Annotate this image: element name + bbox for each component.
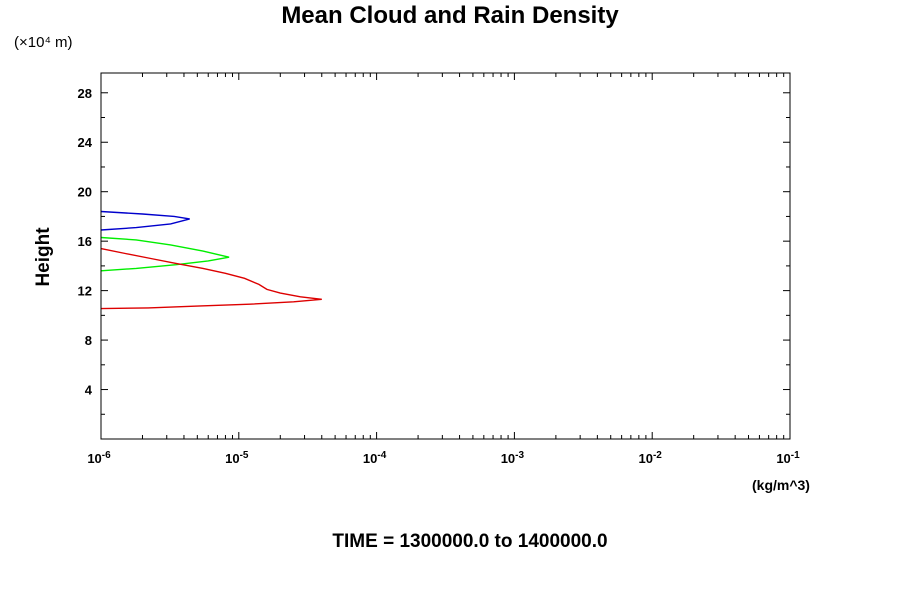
y-axis-scale-label: (×10⁴ m) [14,34,73,51]
y-tick-label: 12 [78,284,92,299]
x-tick-label: 10-5 [225,450,249,466]
series-layer [100,210,322,310]
y-axis-label: Height [33,227,54,287]
x-tick-label: 10-2 [639,450,663,466]
x-axis-unit-label: (kg/m^3) [752,477,810,493]
x-axis-ticks: 10-6 10-5 10-4 10-3 10-2 10-1 [87,73,800,466]
chart-title: Mean Cloud and Rain Density [281,2,619,29]
y-tick-label: 20 [78,185,92,200]
series-line-1 [100,210,190,231]
y-tick-label: 16 [78,234,92,249]
y-tick-label: 8 [85,333,92,348]
x-tick-label: 10-1 [776,450,800,466]
y-axis-ticks: 4 8 12 16 20 24 28 [78,86,790,415]
series-line-2 [100,236,230,272]
y-tick-label: 4 [85,383,93,398]
series-line-3 [100,247,322,310]
x-tick-label: 10-4 [363,450,387,466]
time-range-label: TIME = 1300000.0 to 1400000.0 [332,531,608,552]
y-tick-label: 28 [78,86,92,101]
y-tick-label: 24 [78,135,93,150]
x-tick-label: 10-3 [501,450,525,466]
x-tick-label: 10-6 [87,450,111,466]
plot-frame [100,72,791,440]
